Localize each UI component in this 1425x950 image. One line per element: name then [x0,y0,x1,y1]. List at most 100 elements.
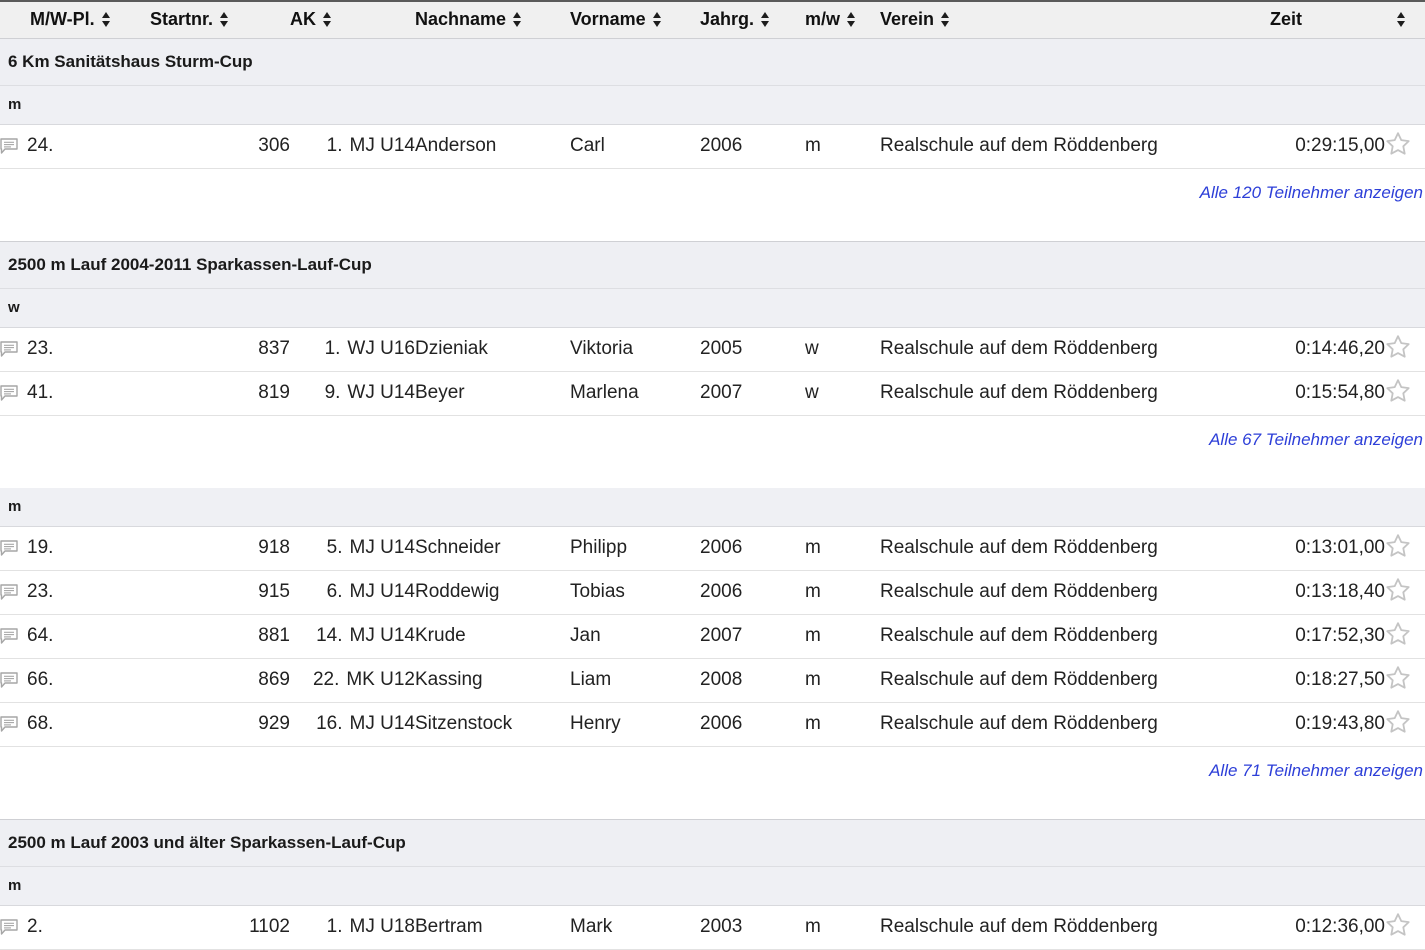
column-header-mw[interactable]: m/w [805,1,880,38]
table-row[interactable]: 23. 837 1. WJ U16 Dzieniak Viktoria 2005 w Reals… [0,327,1425,372]
show-all-link-row-cell[interactable]: Alle 120 Teilnehmer anzeigen [0,168,1425,219]
comment-bubble-icon[interactable] [0,715,19,733]
sort-updown-icon[interactable] [1397,12,1406,28]
cell-favorite[interactable] [1385,658,1425,703]
comment-bubble-icon[interactable] [0,137,19,155]
event-title-row: 2500 m Lauf 2003 und älter Sparkassen-La… [0,818,1425,867]
ak-class: MJ U14 [349,625,415,646]
comment-bubble-icon[interactable] [0,627,19,645]
cell-favorite[interactable] [1385,570,1425,615]
cell-verein: Realschule auf dem Röddenberg [880,570,1270,615]
sort-updown-icon[interactable] [513,12,522,28]
cell-verein: Realschule auf dem Röddenberg [880,614,1270,659]
cell-startnr: 881 [150,614,290,659]
cell-favorite[interactable] [1385,526,1425,571]
show-all-link-row: Alle 67 Teilnehmer anzeigen [0,415,1425,466]
cell-jahrgang: 2003 [700,905,805,950]
cell-startnr: 837 [150,327,290,372]
ak-class: MJ U14 [349,537,415,558]
cell-zeit: 0:15:54,80 [1270,371,1385,416]
comment-bubble-icon[interactable] [0,918,19,936]
cell-favorite[interactable] [1385,614,1425,659]
sort-updown-icon[interactable] [323,12,332,28]
column-header-nachname[interactable]: Nachname [415,1,570,38]
star-outline-icon[interactable] [1385,378,1411,403]
gender-header-row-cell: w [0,288,1425,328]
show-all-participants-link[interactable]: Alle 67 Teilnehmer anzeigen [1209,429,1423,449]
table-row[interactable]: 24. 306 1. MJ U14 Anderson Carl 2006 m Realschul… [0,124,1425,169]
event-title-row-cell: 2500 m Lauf 2004-2011 Sparkassen-Lauf-Cu… [0,240,1425,289]
event-title: 2500 m Lauf 2004-2011 Sparkassen-Lauf-Cu… [8,254,372,274]
cell-place: 41. [0,371,150,416]
table-row[interactable]: 41. 819 9. WJ U14 Beyer Marlena 2007 w Realschul… [0,371,1425,416]
cell-mw: m [805,614,880,659]
star-outline-icon[interactable] [1385,621,1411,646]
comment-bubble-icon[interactable] [0,583,19,601]
cell-favorite[interactable] [1385,702,1425,747]
cell-jahrgang: 2007 [700,371,805,416]
cell-favorite[interactable] [1385,327,1425,372]
cell-favorite[interactable] [1385,371,1425,416]
show-all-participants-link[interactable]: Alle 71 Teilnehmer anzeigen [1209,760,1423,780]
sort-updown-icon[interactable] [941,12,950,28]
comment-bubble-icon[interactable] [0,671,19,689]
column-header-verein[interactable]: Verein [880,1,1270,38]
comment-bubble-icon[interactable] [0,384,19,402]
cell-nachname: Roddewig [415,570,570,615]
star-outline-icon[interactable] [1385,577,1411,602]
column-header-jahrgang[interactable]: Jahrg. [700,1,805,38]
cell-jahrgang: 2006 [700,526,805,571]
cell-jahrgang: 2006 [700,124,805,169]
cell-vorname: Jan [570,614,700,659]
sort-updown-icon[interactable] [847,12,856,28]
table-row[interactable]: 19. 918 5. MJ U14 Schneider Philipp 2006 m Reals… [0,526,1425,571]
column-header-startnr[interactable]: Startnr. [150,1,290,38]
ak-rank: 6. [326,581,343,602]
table-row[interactable]: 23. 915 6. MJ U14 Roddewig Tobias 2006 m Realsch… [0,570,1425,615]
column-header-place[interactable]: M/W-Pl. [0,1,150,38]
sort-updown-icon[interactable] [220,12,229,28]
star-outline-icon[interactable] [1385,334,1411,359]
comment-bubble-icon[interactable] [0,539,19,557]
column-header-ak[interactable]: AK [290,1,415,38]
star-outline-icon[interactable] [1385,912,1411,937]
column-label-verein: Verein [880,9,935,30]
table-row[interactable]: 64. 881 14. MJ U14 Krude Jan 2007 m Realschule a… [0,614,1425,659]
table-row[interactable]: 68. 929 16. MJ U14 Sitzenstock Henry 2006 m Real… [0,702,1425,747]
cell-nachname: Kassing [415,658,570,703]
star-outline-icon[interactable] [1385,665,1411,690]
ak-class: MJ U14 [349,713,415,734]
sort-updown-icon[interactable] [761,12,770,28]
sort-updown-icon[interactable] [101,12,111,28]
cell-favorite[interactable] [1385,905,1425,950]
place-value: 24. [27,135,54,156]
star-outline-icon[interactable] [1385,131,1411,156]
comment-bubble-icon[interactable] [0,340,19,358]
show-all-participants-link[interactable]: Alle 120 Teilnehmer anzeigen [1199,182,1423,202]
cell-vorname: Carl [570,124,700,169]
star-outline-icon[interactable] [1385,533,1411,558]
cell-jahrgang: 2006 [700,702,805,747]
cell-mw: w [805,371,880,416]
show-all-link-row: Alle 120 Teilnehmer anzeigen [0,168,1425,219]
star-outline-icon[interactable] [1385,709,1411,734]
cell-mw: m [805,526,880,571]
cell-vorname: Tobias [570,570,700,615]
column-label-ak: AK [290,9,316,30]
column-header-zeit[interactable]: Zeit [1270,1,1385,38]
table-row[interactable]: 2. 1102 1. MJ U18 Bertram Mark 2003 m Realschule… [0,905,1425,950]
show-all-link-row-cell[interactable]: Alle 67 Teilnehmer anzeigen [0,415,1425,466]
cell-zeit: 0:14:46,20 [1270,327,1385,372]
show-all-link-row-cell[interactable]: Alle 71 Teilnehmer anzeigen [0,746,1425,797]
event-title-row-cell: 6 Km Sanitätshaus Sturm-Cup [0,37,1425,86]
column-header-favorite[interactable] [1385,1,1425,38]
table-row[interactable]: 66. 869 22. MK U12 Kassing Liam 2008 m Realschul… [0,658,1425,703]
place-value: 2. [27,916,43,937]
cell-verein: Realschule auf dem Röddenberg [880,905,1270,950]
column-header-row: M/W-Pl. Startnr. AK Nachname [0,1,1425,38]
column-header-vorname[interactable]: Vorname [570,1,700,38]
sort-updown-icon[interactable] [652,12,662,28]
cell-favorite[interactable] [1385,124,1425,169]
cell-mw: m [805,905,880,950]
cell-zeit: 0:12:36,00 [1270,905,1385,950]
